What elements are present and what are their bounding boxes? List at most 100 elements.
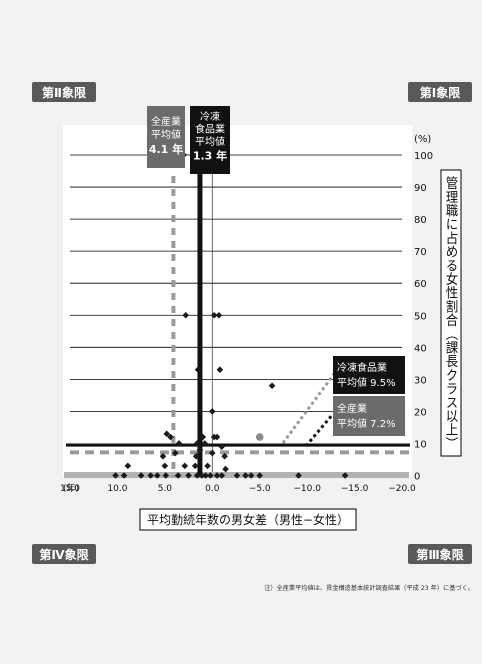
quadrant-3-label-box	[408, 544, 472, 564]
data-point-frozen-food	[199, 433, 207, 441]
y-unit-label: (%)	[414, 134, 431, 145]
data-point-frozen-food	[124, 462, 132, 470]
data-point-frozen-food	[163, 430, 171, 438]
footnote: 注）全産業平均値は、賃金構造基本統計調査結果（平成 23 年）に基づく。	[264, 584, 474, 592]
y-tick-label: 90	[414, 183, 427, 194]
x-tick-label: −10.0	[293, 484, 321, 494]
data-point-frozen-food	[233, 472, 241, 479]
y-axis-title-box	[440, 169, 462, 457]
data-point-frozen-food	[161, 462, 169, 470]
data-point-frozen-food	[181, 462, 189, 470]
data-point-frozen-food	[192, 452, 200, 460]
data-point-frozen-food	[221, 452, 228, 460]
data-point-all-industry	[255, 433, 264, 441]
x-tick-label: −5.0	[249, 484, 271, 494]
x-tick-label: −15.0	[341, 484, 369, 494]
data-point-frozen-food	[201, 440, 208, 447]
x-tick-label: 5.0	[158, 484, 173, 494]
x-tick-label: 15.0	[60, 484, 80, 494]
quadrant-4-label-box	[32, 544, 96, 564]
y-tick-label: 60	[414, 279, 427, 290]
frozen-food-x-callout-text: 冷凍	[200, 110, 220, 123]
quadrant-1-label-box	[408, 82, 472, 102]
frozen-food-y-callout-text: 平均値 9.5%	[337, 376, 396, 389]
x-tick-label: 10.0	[107, 484, 127, 494]
frozen-food-x-callout-text: 平均値	[195, 135, 225, 148]
data-point-frozen-food	[112, 472, 119, 479]
all-industry-y-callout-text: 全産業	[337, 402, 367, 415]
y-tick-label: 70	[414, 247, 427, 258]
data-point-frozen-food	[202, 472, 209, 479]
x-axis-title-box	[139, 508, 357, 531]
frozen-food-x-callout-text: 食品業	[195, 123, 225, 136]
data-point-frozen-food	[213, 472, 221, 479]
data-point-frozen-food	[268, 382, 276, 390]
y-axis-title: 管理職に占める女性割合（課長クラス以上）	[444, 175, 459, 450]
quadrant-3-label: 第Ⅲ象限	[416, 547, 463, 562]
x-tick-label: −20.0	[388, 484, 416, 494]
data-point-frozen-food	[174, 472, 182, 479]
quadrant-2-label: 第Ⅱ象限	[42, 85, 86, 100]
frozen-food-leader	[304, 413, 335, 447]
data-point-frozen-food	[208, 449, 216, 457]
all-industry-x-callout-text: 4.1 年	[149, 142, 183, 156]
y-tick-label: 40	[414, 343, 427, 354]
data-point-frozen-food	[120, 472, 128, 479]
x-unit-label: (年)	[63, 482, 79, 494]
data-point-frozen-food	[182, 311, 190, 319]
frozen-food-x-callout-box	[190, 106, 230, 174]
y-tick-label: 10	[414, 439, 427, 450]
data-point-frozen-food	[162, 472, 170, 479]
data-point-frozen-food	[242, 472, 249, 479]
data-point-frozen-food	[247, 472, 255, 479]
data-point-frozen-food	[147, 472, 154, 479]
data-point-frozen-food	[218, 443, 226, 450]
data-point-frozen-food	[256, 472, 264, 479]
all-industry-x-callout-text: 平均値	[151, 128, 181, 141]
data-point-frozen-food	[218, 472, 226, 479]
data-point-frozen-food	[193, 472, 201, 479]
data-point-frozen-food	[216, 366, 224, 374]
y-tick-label: 30	[414, 375, 427, 386]
data-point-frozen-food	[341, 472, 349, 479]
x-axis-title: 平均勤続年数の男女差（男性−女性）	[147, 512, 349, 527]
data-point-frozen-food	[193, 440, 201, 447]
data-point-frozen-food	[208, 408, 216, 415]
data-point-frozen-food	[137, 472, 145, 479]
data-point-frozen-food	[153, 472, 161, 479]
data-point-frozen-food	[295, 472, 302, 479]
quadrant-1-label: 第Ⅰ象限	[420, 85, 460, 100]
data-point-frozen-food	[210, 311, 218, 319]
frozen-food-y-callout-text: 冷凍食品業	[337, 361, 387, 374]
data-point-frozen-food	[159, 452, 167, 460]
all-industry-y-callout-text: 平均値 7.2%	[337, 417, 396, 430]
x-tick-label: 0.0	[205, 484, 220, 494]
data-point-frozen-food	[185, 472, 192, 479]
all-industry-y-callout-box	[333, 396, 405, 436]
data-point-frozen-food	[204, 462, 211, 470]
frozen-food-x-callout-text: 1.3 年	[193, 149, 227, 163]
all-industry-x-callout-text: 全産業	[151, 115, 181, 128]
data-point-frozen-food	[213, 433, 221, 441]
y-tick-label: 0	[414, 472, 420, 483]
data-point-frozen-food	[167, 433, 174, 441]
data-point-frozen-food	[191, 462, 199, 470]
y-tick-label: 20	[414, 407, 427, 418]
data-point-frozen-food	[222, 465, 229, 473]
data-point-frozen-food	[194, 366, 202, 374]
data-point-frozen-food	[175, 440, 183, 447]
all-industry-x-callout-box	[147, 106, 185, 168]
data-point-frozen-food	[196, 446, 204, 454]
data-point-frozen-food	[198, 472, 206, 479]
frozen-food-y-callout-box	[333, 356, 405, 394]
y-tick-label: 100	[414, 151, 433, 162]
quadrant-2-label-box	[32, 82, 96, 102]
data-point-frozen-food	[215, 311, 223, 319]
y-tick-label: 50	[414, 311, 427, 322]
data-point-frozen-food	[207, 472, 214, 479]
data-point-frozen-food	[171, 449, 179, 457]
y-tick-label: 80	[414, 215, 427, 226]
quadrant-4-label: 第Ⅳ象限	[39, 547, 88, 562]
